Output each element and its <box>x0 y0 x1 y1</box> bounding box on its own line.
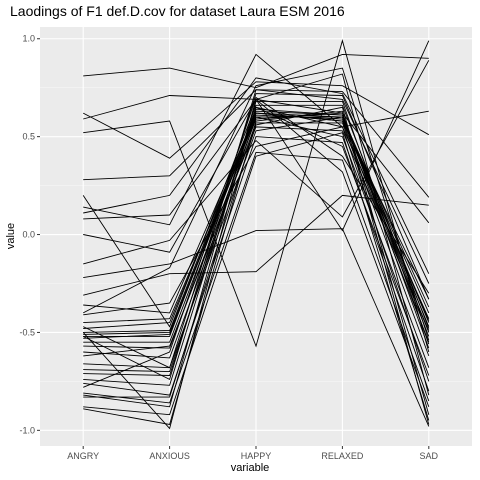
series-line-11 <box>83 228 430 427</box>
series-line-33 <box>83 106 430 415</box>
x-axis-title: variable <box>231 462 270 474</box>
series-line-24 <box>83 126 430 357</box>
y-tick-label: -1.0 <box>19 425 35 435</box>
series-line-35 <box>83 110 430 426</box>
y-tick-label: -0.5 <box>19 327 35 337</box>
series-line-10 <box>83 60 430 265</box>
y-tick-label: 0.0 <box>22 230 35 240</box>
x-tick-label: SAD <box>420 451 439 461</box>
series-line-4 <box>83 39 430 353</box>
x-tick-label: ANGRY <box>67 451 99 461</box>
series-line-23 <box>83 122 430 359</box>
series-line-1 <box>83 53 429 89</box>
series-line-34 <box>83 132 430 421</box>
y-tick-label: 0.5 <box>22 132 35 142</box>
series-line-32 <box>83 98 430 408</box>
series-line-40 <box>82 67 430 341</box>
series-lines <box>82 39 430 430</box>
x-axis: ANGRY ANXIOUS HAPPY RELAXED SAD <box>67 446 439 461</box>
series-line-31 <box>83 151 430 404</box>
series-line-36 <box>82 100 430 430</box>
chart-title: Laodings of F1 def.D.cov for dataset Lau… <box>10 3 345 19</box>
series-line-3 <box>82 81 430 159</box>
y-axis-title: value <box>5 223 17 249</box>
series-line-28 <box>83 106 430 386</box>
series-line-19 <box>83 108 430 337</box>
series-line-12 <box>83 194 429 296</box>
series-line-7 <box>83 77 430 274</box>
x-tick-label: ANXIOUS <box>149 451 190 461</box>
series-line-26 <box>83 116 430 373</box>
y-axis: -1.0 -0.5 0.0 0.5 1.0 <box>19 34 40 435</box>
series-line-21 <box>83 112 430 343</box>
y-tick-label: 1.0 <box>22 34 35 44</box>
series-line-6 <box>83 53 429 226</box>
series-line-29 <box>83 136 430 396</box>
series-line-25 <box>83 116 430 369</box>
series-line-22 <box>83 112 430 349</box>
series-line-38 <box>82 89 430 381</box>
series-line-37 <box>83 93 430 369</box>
grid-lines <box>40 27 472 446</box>
series-line-30 <box>83 96 430 388</box>
x-tick-label: HAPPY <box>241 451 272 461</box>
x-tick-label: RELAXED <box>321 451 364 461</box>
